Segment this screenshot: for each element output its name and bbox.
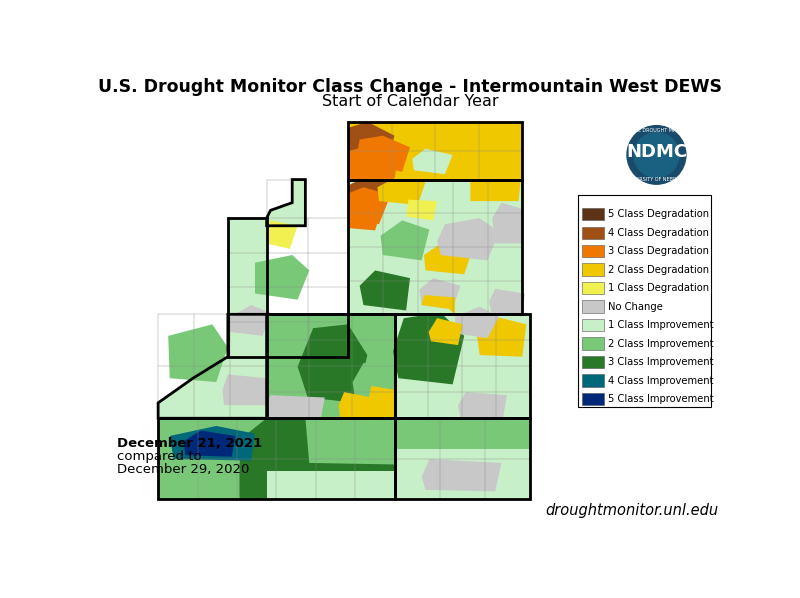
Bar: [582, 393, 604, 405]
Polygon shape: [265, 395, 325, 418]
Polygon shape: [228, 218, 348, 356]
Polygon shape: [348, 203, 383, 230]
Polygon shape: [437, 218, 499, 260]
Polygon shape: [422, 459, 502, 492]
Polygon shape: [412, 149, 453, 174]
Polygon shape: [158, 315, 266, 418]
Polygon shape: [348, 122, 522, 179]
Polygon shape: [455, 307, 499, 338]
Polygon shape: [378, 178, 426, 205]
Text: 3 Class Improvement: 3 Class Improvement: [609, 357, 714, 367]
Polygon shape: [424, 243, 472, 274]
Text: 2 Class Improvement: 2 Class Improvement: [609, 338, 714, 349]
Polygon shape: [394, 447, 530, 499]
Bar: [582, 245, 604, 257]
Text: 4 Class Improvement: 4 Class Improvement: [609, 376, 714, 386]
Polygon shape: [356, 136, 410, 172]
Polygon shape: [348, 179, 522, 315]
Bar: [582, 319, 604, 331]
Polygon shape: [306, 418, 394, 465]
Polygon shape: [222, 374, 266, 405]
Polygon shape: [409, 144, 472, 178]
Text: No Change: No Change: [609, 301, 663, 312]
Text: 3 Class Degradation: 3 Class Degradation: [609, 246, 710, 256]
Polygon shape: [348, 179, 390, 209]
Polygon shape: [419, 278, 460, 309]
Polygon shape: [255, 255, 310, 300]
Polygon shape: [265, 221, 298, 249]
Text: NATIONAL DROUGHT MITIGATION: NATIONAL DROUGHT MITIGATION: [615, 128, 698, 133]
Polygon shape: [458, 392, 507, 418]
Text: U.S. Drought Monitor Class Change - Intermountain West DEWS: U.S. Drought Monitor Class Change - Inte…: [98, 78, 722, 96]
Polygon shape: [170, 426, 255, 460]
Bar: [582, 282, 604, 294]
Text: NDMC: NDMC: [626, 143, 687, 161]
Circle shape: [627, 126, 686, 184]
Bar: [582, 356, 604, 368]
Bar: [578, 195, 711, 407]
Text: 4 Class Degradation: 4 Class Degradation: [609, 228, 710, 237]
Text: 5 Class Improvement: 5 Class Improvement: [609, 394, 714, 404]
Text: droughtmonitor.unl.edu: droughtmonitor.unl.edu: [546, 503, 718, 518]
Polygon shape: [348, 147, 398, 179]
Polygon shape: [348, 187, 390, 224]
Polygon shape: [239, 418, 394, 499]
Polygon shape: [266, 179, 306, 226]
Polygon shape: [338, 392, 371, 418]
Bar: [582, 300, 604, 313]
Polygon shape: [360, 270, 410, 310]
Text: 1 Class Degradation: 1 Class Degradation: [609, 283, 710, 293]
Bar: [582, 264, 604, 276]
Polygon shape: [470, 179, 521, 201]
Bar: [582, 227, 604, 239]
Polygon shape: [298, 324, 367, 403]
Polygon shape: [429, 318, 462, 345]
Polygon shape: [394, 315, 530, 418]
Polygon shape: [422, 295, 455, 315]
Polygon shape: [158, 418, 394, 499]
Polygon shape: [266, 315, 394, 418]
Text: 1 Class Improvement: 1 Class Improvement: [609, 320, 714, 330]
Polygon shape: [394, 418, 530, 499]
Polygon shape: [168, 324, 228, 382]
Polygon shape: [406, 200, 437, 221]
Polygon shape: [381, 221, 430, 260]
Polygon shape: [184, 431, 236, 457]
Bar: [582, 208, 604, 221]
Polygon shape: [492, 203, 522, 243]
Text: December 21, 2021: December 21, 2021: [117, 437, 262, 450]
Polygon shape: [158, 418, 243, 463]
Polygon shape: [348, 122, 394, 163]
Bar: [582, 374, 604, 387]
Polygon shape: [393, 313, 464, 385]
Polygon shape: [477, 316, 526, 356]
Polygon shape: [367, 386, 394, 418]
Polygon shape: [266, 471, 394, 499]
Polygon shape: [394, 418, 530, 449]
Text: 2 Class Degradation: 2 Class Degradation: [609, 265, 710, 274]
Text: December 29, 2020: December 29, 2020: [117, 463, 250, 477]
Polygon shape: [228, 305, 270, 336]
Polygon shape: [353, 363, 396, 407]
Circle shape: [634, 132, 680, 178]
Polygon shape: [478, 147, 522, 179]
Text: 5 Class Degradation: 5 Class Degradation: [609, 209, 710, 219]
Polygon shape: [489, 289, 525, 316]
Text: UNIVERSITY OF NEBRASKA: UNIVERSITY OF NEBRASKA: [624, 177, 689, 182]
Text: compared to: compared to: [117, 450, 202, 463]
Bar: [582, 337, 604, 350]
Text: Start of Calendar Year: Start of Calendar Year: [322, 93, 498, 108]
